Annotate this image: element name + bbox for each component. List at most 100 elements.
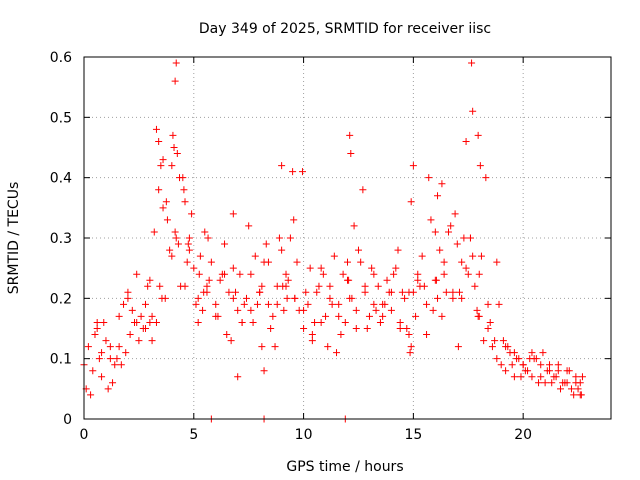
data-point (171, 77, 179, 85)
data-point (319, 270, 327, 278)
data-point (260, 367, 268, 375)
data-point (345, 276, 353, 284)
data-point (269, 312, 277, 320)
data-point (306, 264, 314, 272)
data-point (278, 246, 286, 254)
data-point (554, 361, 562, 369)
data-point (449, 288, 457, 296)
data-point (474, 131, 482, 139)
data-point (104, 385, 112, 393)
data-point (158, 294, 166, 302)
data-point (214, 312, 222, 320)
data-point (502, 367, 510, 375)
data-point (552, 373, 560, 381)
data-point (267, 325, 275, 332)
data-point (126, 331, 134, 339)
data-point (148, 337, 156, 345)
data-point (406, 349, 414, 357)
data-point (324, 343, 332, 351)
data-point (462, 264, 470, 272)
data-point (482, 174, 490, 182)
data-point (407, 198, 415, 206)
data-point (572, 379, 580, 387)
axis-ticks (83, 56, 611, 420)
data-point (565, 367, 573, 375)
data-point (480, 337, 488, 345)
data-point (460, 234, 468, 242)
data-point (258, 343, 266, 351)
data-point (440, 270, 448, 278)
data-point (133, 318, 141, 326)
data-point (546, 361, 554, 369)
data-point (192, 300, 200, 308)
data-point (258, 282, 266, 290)
data-point (155, 186, 163, 194)
data-point (577, 391, 585, 399)
data-point (346, 294, 354, 302)
data-point (194, 318, 202, 326)
data-point (247, 270, 255, 278)
data-point (109, 379, 117, 387)
data-point (508, 361, 516, 369)
data-point (449, 294, 457, 302)
data-point (221, 240, 229, 248)
data-point (418, 252, 426, 260)
data-point (216, 276, 224, 284)
data-point (436, 246, 444, 254)
data-point (144, 282, 152, 290)
data-point (453, 240, 461, 248)
data-point (370, 270, 378, 278)
data-point (273, 300, 281, 308)
data-point (394, 246, 402, 254)
data-point (106, 343, 114, 351)
data-point (176, 174, 184, 182)
data-point (471, 282, 479, 290)
data-point (574, 385, 582, 393)
data-point (409, 162, 417, 170)
data-point (122, 349, 130, 357)
data-point (445, 228, 453, 236)
data-point (174, 240, 182, 248)
data-point (98, 373, 106, 381)
x-tick-labels: 0 5 10 15 20 (80, 427, 533, 443)
y-tick-label: 0.5 (50, 110, 72, 126)
data-point (423, 331, 431, 339)
y-tick-label: 0 (63, 412, 72, 428)
data-point (405, 331, 413, 339)
data-point (282, 270, 290, 278)
data-point (271, 343, 279, 351)
data-point (275, 234, 283, 242)
data-point (372, 306, 380, 314)
data-point (543, 367, 551, 375)
data-point (347, 150, 355, 158)
data-point (293, 258, 301, 266)
data-point (227, 337, 235, 345)
x-tick-label: 20 (514, 427, 532, 443)
data-point (106, 355, 114, 363)
data-point (416, 282, 424, 290)
data-point (469, 107, 477, 115)
data-point (554, 367, 562, 375)
data-point (390, 270, 398, 278)
x-tick-label: 15 (404, 427, 422, 443)
data-point (159, 204, 167, 212)
data-point (240, 300, 248, 308)
data-point (249, 318, 257, 326)
data-point (434, 192, 442, 200)
data-point (370, 300, 378, 308)
data-point (466, 234, 474, 242)
y-tick-label: 0.1 (50, 352, 72, 368)
data-point (152, 125, 160, 133)
data-point (519, 361, 527, 369)
data-point (468, 59, 476, 67)
data-point (510, 349, 518, 357)
data-point (181, 198, 189, 206)
data-point (229, 264, 237, 272)
data-point (251, 252, 259, 260)
data-point (298, 168, 306, 176)
y-tick-label: 0.4 (50, 171, 72, 187)
data-point (447, 222, 455, 230)
data-point (194, 294, 202, 302)
data-point (195, 270, 203, 278)
